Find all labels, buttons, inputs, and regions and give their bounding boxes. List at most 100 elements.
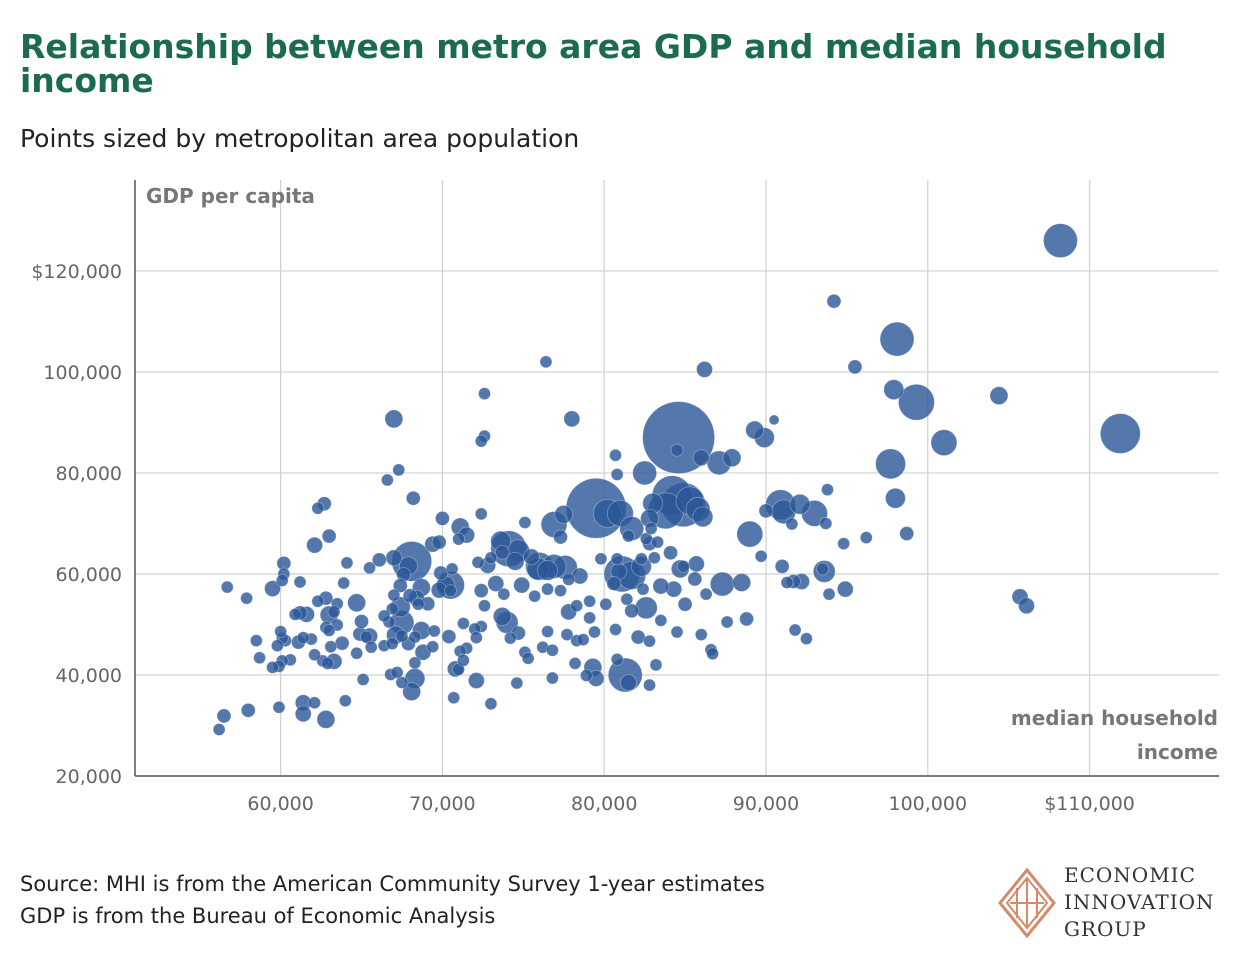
data-point [528, 589, 542, 603]
data-point [293, 575, 307, 589]
data-point [837, 537, 851, 551]
data-point [377, 609, 391, 623]
x-tick-label: 100,000 [888, 793, 967, 815]
data-point [308, 696, 321, 710]
data-point [253, 651, 266, 665]
data-point [630, 629, 646, 645]
data-point [899, 526, 915, 541]
data-point [484, 551, 498, 565]
data-point [989, 386, 1009, 406]
data-point [722, 448, 742, 468]
data-point [609, 448, 622, 462]
data-point [879, 321, 915, 357]
data-point [745, 420, 765, 440]
data-points [212, 223, 1141, 736]
data-point [316, 710, 336, 729]
data-point [275, 574, 289, 587]
logo-line2: INNOVATION [1064, 890, 1215, 914]
data-point [800, 632, 813, 646]
data-point [354, 614, 369, 629]
y-tick-label: 20,000 [56, 766, 122, 788]
y-tick-label: $120,000 [31, 261, 122, 283]
data-point [885, 487, 906, 509]
data-point [212, 723, 226, 736]
data-point [288, 607, 302, 621]
data-point [541, 625, 554, 638]
y-tick-label: 60,000 [56, 564, 122, 586]
data-point [898, 383, 935, 421]
data-point [883, 379, 905, 401]
data-point [643, 678, 656, 692]
data-point [606, 576, 622, 591]
data-point [392, 578, 408, 593]
data-point [478, 599, 491, 613]
data-point [467, 672, 485, 689]
data-point [408, 656, 422, 670]
data-point [546, 643, 559, 657]
data-point [568, 656, 582, 670]
data-point [478, 387, 491, 401]
x-tick-label: 60,000 [247, 793, 313, 815]
data-point [720, 615, 734, 629]
data-point [334, 635, 350, 651]
data-point [427, 624, 441, 638]
data-point [385, 602, 399, 616]
data-point [392, 463, 406, 477]
data-point [644, 522, 658, 535]
diamond-logo-icon [998, 868, 1056, 938]
data-point [444, 584, 457, 598]
data-point [553, 529, 568, 545]
data-point [356, 673, 370, 686]
data-point [599, 597, 613, 611]
data-point [457, 617, 470, 630]
data-point [677, 596, 693, 612]
x-tick-label: 70,000 [409, 793, 475, 815]
data-point [736, 520, 764, 548]
data-point [340, 556, 354, 570]
data-point [554, 504, 574, 524]
data-point [687, 571, 703, 587]
data-point [788, 623, 802, 637]
data-point [639, 532, 653, 546]
data-point [264, 580, 281, 598]
data-point [875, 448, 906, 480]
x-axis-label-line2: income [1137, 740, 1218, 764]
data-point [473, 583, 489, 599]
data-point [774, 558, 790, 574]
data-point [670, 443, 684, 457]
data-point [380, 473, 394, 487]
data-point [513, 576, 531, 594]
data-point [484, 697, 498, 711]
data-point [670, 625, 684, 639]
data-point [327, 605, 341, 619]
data-point [272, 700, 286, 714]
data-point [457, 653, 470, 667]
data-point [699, 587, 713, 601]
data-point [652, 577, 670, 595]
chart-title: Relationship between metro area GDP and … [20, 27, 1167, 100]
y-tick-label: 40,000 [56, 665, 122, 687]
data-point [274, 625, 288, 638]
x-tick-label: 90,000 [733, 793, 799, 815]
x-axis-label-line1: median household [1011, 706, 1218, 730]
data-point [688, 555, 705, 573]
data-point [510, 676, 524, 690]
data-point [694, 628, 708, 641]
data-point [583, 594, 597, 608]
data-point [492, 606, 512, 626]
data-point [395, 676, 409, 689]
data-point [610, 652, 624, 666]
data-point [780, 576, 794, 589]
data-point [452, 532, 465, 546]
data-point [1099, 413, 1141, 454]
data-point [337, 576, 351, 590]
data-point [622, 529, 635, 543]
data-point [240, 702, 256, 718]
data-point [546, 671, 559, 685]
data-point [395, 629, 409, 643]
data-point [576, 633, 590, 647]
data-point [240, 591, 254, 605]
data-point [654, 614, 668, 627]
x-tick-label: $110,000 [1044, 793, 1135, 815]
